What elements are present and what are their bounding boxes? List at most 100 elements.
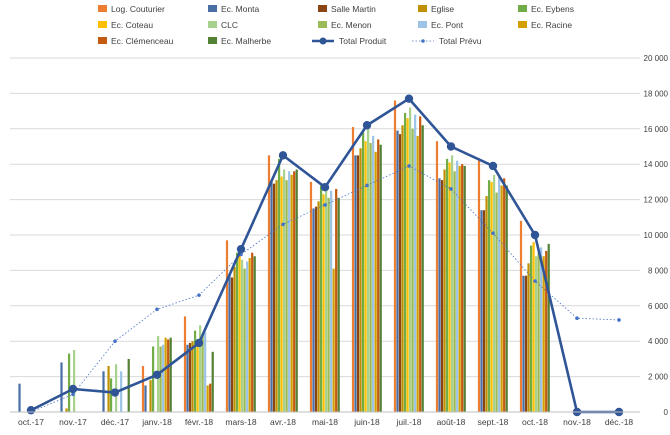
y-tick-label: 6 000: [648, 302, 669, 311]
bar: [159, 346, 162, 412]
bar: [359, 148, 362, 412]
bar: [364, 141, 367, 412]
bar: [188, 342, 192, 412]
legend-swatch: [518, 5, 527, 12]
bar: [356, 155, 360, 412]
x-tick-label: mai-18: [312, 417, 338, 427]
bar: [453, 171, 456, 412]
legend-label: Salle Martin: [331, 4, 376, 14]
bar: [73, 350, 76, 412]
x-axis: oct.-17 nov.-17 déc.-17 janv.-18 févr.-18 mar…: [10, 411, 640, 427]
bar: [319, 185, 323, 412]
point-total-produit: [488, 161, 498, 171]
bar: [480, 210, 483, 412]
y-axis: 0 2 000 4 000 6 000 8 000 10 000 12 000 14 000 1…: [644, 54, 669, 417]
legend-swatch: [418, 21, 427, 28]
legend-label: Ec. Monta: [221, 4, 260, 14]
bar: [529, 245, 533, 412]
bar: [448, 162, 451, 412]
bar: [409, 107, 412, 412]
bar: [545, 250, 548, 412]
bar: [485, 196, 488, 412]
bar: [495, 192, 498, 412]
bar: [309, 181, 313, 412]
y-tick-label: 0: [664, 408, 669, 417]
point-total-prevu: [575, 316, 579, 320]
y-tick-label: 18 000: [644, 89, 669, 98]
bar: [314, 206, 318, 412]
bar: [490, 181, 493, 412]
point-total-prevu: [155, 307, 159, 312]
bar: [367, 128, 370, 413]
bar: [393, 100, 397, 412]
bar: [283, 169, 286, 412]
point-total-prevu: [197, 293, 201, 297]
point-total-produit: [320, 183, 330, 192]
legend-label: Log. Couturier: [111, 4, 165, 14]
bar: [403, 112, 407, 413]
bar: [312, 208, 315, 412]
bar: [225, 240, 229, 412]
bar: [167, 339, 170, 412]
point-total-produit: [26, 406, 36, 415]
point-total-prevu: [281, 222, 285, 227]
legend-swatch: [208, 37, 217, 44]
bar: [540, 247, 543, 412]
legend-swatch: [518, 21, 527, 28]
bar: [440, 180, 444, 412]
bar: [500, 185, 503, 412]
y-tick-label: 8 000: [648, 266, 669, 275]
y-tick-label: 2 000: [648, 373, 669, 382]
bar: [396, 130, 399, 412]
bar: [267, 155, 271, 412]
y-tick-label: 4 000: [648, 337, 669, 346]
bar: [183, 316, 187, 412]
point-total-prevu: [533, 279, 537, 283]
line-total-prevu: [30, 165, 620, 413]
bar: [435, 141, 439, 412]
legend-swatch: [98, 5, 107, 12]
bar: [295, 169, 298, 412]
point-total-produit: [530, 230, 540, 240]
bar: [522, 275, 525, 412]
bar: [290, 174, 293, 412]
bar: [270, 181, 273, 412]
bar: [60, 362, 63, 412]
legend-label: Ec. Malherbe: [221, 36, 271, 46]
legend: Log. Couturier Ec. Monta Salle Martin Eglis…: [98, 4, 574, 46]
bar: [335, 188, 338, 412]
y-tick-label: 10 000: [644, 231, 669, 240]
x-tick-label: août-18: [437, 417, 466, 427]
bar: [332, 268, 335, 412]
legend-swatch: [98, 21, 107, 28]
bar: [414, 114, 417, 412]
bar: [115, 364, 118, 412]
bar: [547, 243, 550, 412]
bar: [438, 178, 441, 412]
bar: [253, 256, 256, 412]
point-total-produit: [68, 384, 78, 394]
bar: [144, 385, 147, 412]
point-total-prevu: [491, 231, 495, 236]
x-tick-label: juin-18: [353, 417, 380, 427]
bar: [461, 164, 464, 412]
bar: [325, 188, 328, 412]
point-total-produit: [194, 338, 204, 348]
legend-marker: [319, 37, 327, 45]
bar: [193, 330, 197, 412]
bar: [243, 268, 246, 412]
bar: [456, 160, 459, 412]
point-total-produit: [152, 370, 162, 380]
bar: [535, 256, 538, 412]
legend-swatch: [98, 37, 107, 44]
bar: [419, 116, 422, 412]
bar: [201, 334, 204, 412]
point-total-produit: [278, 151, 288, 160]
x-tick-label: avr.-18: [270, 417, 296, 427]
bar: [458, 165, 461, 412]
bar: [251, 252, 254, 412]
bar: [204, 332, 207, 412]
bar: [411, 128, 414, 413]
bar: [416, 135, 419, 412]
x-tick-label: nov.-17: [59, 417, 87, 427]
